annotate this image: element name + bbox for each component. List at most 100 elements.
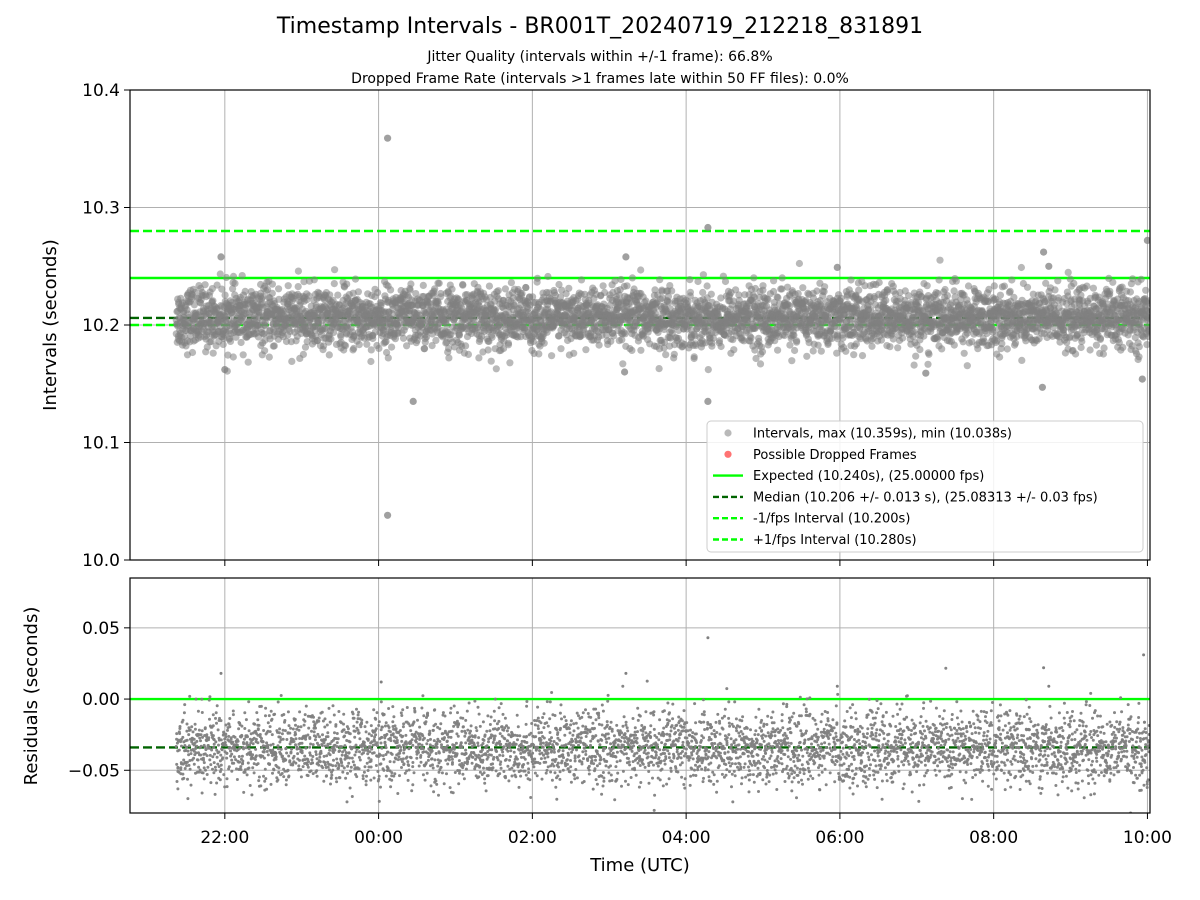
data-point bbox=[258, 733, 262, 736]
data-point bbox=[1078, 337, 1086, 346]
data-point bbox=[235, 767, 238, 771]
data-point bbox=[267, 714, 271, 718]
data-point bbox=[533, 274, 542, 282]
data-point bbox=[434, 299, 442, 307]
data-point bbox=[923, 282, 931, 290]
data-point bbox=[256, 741, 260, 745]
data-point bbox=[268, 280, 276, 288]
data-point bbox=[886, 343, 894, 351]
data-point bbox=[1003, 345, 1011, 353]
data-point bbox=[186, 749, 190, 753]
data-point bbox=[837, 294, 845, 302]
figure-title: Timestamp Intervals - BR001T_20240719_21… bbox=[276, 14, 924, 39]
data-point bbox=[905, 292, 913, 300]
data-point bbox=[717, 342, 725, 351]
data-point bbox=[225, 756, 229, 760]
data-point bbox=[491, 306, 499, 314]
data-point bbox=[222, 773, 226, 777]
data-point bbox=[894, 344, 902, 352]
data-point bbox=[276, 778, 280, 782]
data-point bbox=[277, 770, 281, 774]
data-point bbox=[665, 298, 673, 306]
data-point bbox=[216, 270, 224, 278]
data-point bbox=[194, 747, 198, 750]
data-point bbox=[454, 295, 462, 303]
data-point bbox=[180, 744, 183, 748]
intervals-points bbox=[172, 134, 1150, 519]
data-point bbox=[260, 737, 263, 740]
data-point bbox=[235, 743, 239, 747]
data-point bbox=[833, 323, 841, 331]
data-point bbox=[241, 287, 249, 295]
data-point bbox=[227, 765, 231, 769]
data-point bbox=[286, 768, 290, 772]
data-point bbox=[941, 285, 949, 294]
data-point bbox=[226, 728, 229, 732]
data-point bbox=[205, 773, 209, 776]
data-point bbox=[285, 738, 289, 741]
data-point bbox=[200, 697, 204, 701]
data-point bbox=[241, 761, 245, 765]
data-point bbox=[740, 337, 748, 345]
data-point bbox=[271, 742, 275, 746]
data-point bbox=[211, 734, 215, 738]
data-point bbox=[384, 354, 392, 362]
data-point bbox=[236, 739, 240, 743]
data-point bbox=[221, 291, 229, 299]
data-point bbox=[350, 344, 358, 352]
data-point bbox=[247, 747, 251, 751]
data-point bbox=[771, 337, 779, 345]
legend-dropped-frames-marker bbox=[724, 450, 732, 458]
data-point bbox=[1008, 276, 1016, 284]
data-point bbox=[270, 733, 274, 737]
data-point bbox=[239, 765, 243, 769]
data-point bbox=[375, 344, 383, 352]
data-point bbox=[354, 288, 362, 296]
data-point bbox=[265, 750, 269, 753]
data-point bbox=[207, 337, 215, 346]
data-point bbox=[231, 740, 235, 744]
data-point bbox=[230, 769, 234, 773]
data-point bbox=[188, 348, 197, 357]
data-point bbox=[764, 296, 772, 304]
data-point bbox=[252, 762, 256, 766]
outlier-point bbox=[1038, 383, 1046, 391]
data-point bbox=[257, 723, 261, 727]
outlier-point bbox=[384, 511, 392, 519]
data-point bbox=[186, 777, 189, 781]
data-point bbox=[201, 281, 209, 289]
data-point bbox=[181, 718, 185, 722]
data-point bbox=[959, 338, 967, 346]
data-point bbox=[264, 706, 268, 710]
data-point bbox=[185, 745, 188, 749]
data-point bbox=[176, 787, 180, 791]
data-point bbox=[1146, 325, 1150, 333]
data-point bbox=[263, 747, 266, 751]
data-point bbox=[299, 350, 307, 358]
data-point bbox=[276, 747, 280, 751]
data-point bbox=[275, 285, 283, 293]
data-point bbox=[219, 753, 223, 757]
data-point bbox=[721, 277, 730, 286]
data-point bbox=[795, 259, 804, 268]
data-point bbox=[274, 751, 278, 755]
data-point bbox=[1096, 334, 1105, 342]
data-point bbox=[262, 729, 266, 732]
data-point bbox=[204, 768, 207, 772]
data-point bbox=[254, 747, 258, 751]
data-point bbox=[852, 340, 860, 348]
data-point bbox=[253, 722, 257, 726]
data-point bbox=[847, 276, 855, 284]
data-point bbox=[774, 293, 782, 302]
data-point bbox=[242, 742, 246, 746]
data-point bbox=[175, 762, 179, 766]
outlier-point bbox=[704, 223, 712, 232]
data-point bbox=[244, 746, 248, 750]
data-point bbox=[206, 765, 210, 769]
data-point bbox=[790, 331, 798, 339]
data-point bbox=[407, 280, 415, 288]
data-point bbox=[839, 334, 847, 342]
data-point bbox=[435, 279, 443, 287]
data-point bbox=[494, 287, 502, 295]
